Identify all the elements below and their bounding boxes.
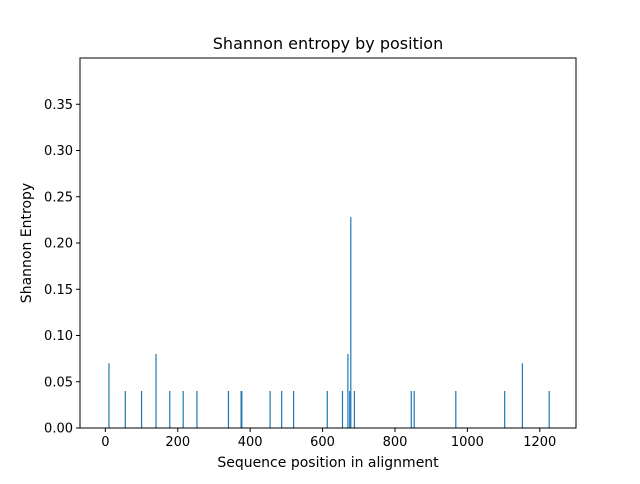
bar	[521, 363, 524, 428]
bar	[155, 354, 157, 428]
bar	[293, 391, 295, 428]
y-tick-label: 0.15	[44, 283, 73, 298]
bar	[269, 391, 271, 428]
y-tick-label: 0.05	[44, 375, 73, 390]
bar	[504, 391, 506, 428]
y-tick-label: 0.30	[44, 144, 73, 159]
x-tick-label: 600	[310, 435, 335, 450]
x-tick-label: 800	[383, 435, 408, 450]
y-axis-ticks: 0.00 0.05 0.10 0.15 0.20 0.25 0.30 0.35	[44, 98, 80, 437]
y-tick-label: 0.20	[44, 237, 73, 252]
bar	[169, 391, 171, 428]
x-tick-label: 1000	[451, 435, 484, 450]
x-tick-label: 200	[165, 435, 190, 450]
bar	[124, 391, 126, 428]
x-tick-label: 1200	[523, 435, 556, 450]
bar	[350, 217, 352, 428]
bar	[182, 391, 184, 428]
bar	[108, 363, 110, 428]
y-tick-label: 0.25	[44, 190, 73, 205]
y-tick-label: 0.00	[44, 422, 73, 437]
bar	[240, 391, 242, 428]
y-tick-label: 0.35	[44, 98, 73, 113]
y-axis-label: Shannon Entropy	[19, 183, 35, 303]
bar	[241, 391, 243, 428]
bar	[353, 391, 356, 428]
bar	[349, 391, 351, 428]
bar	[413, 391, 415, 428]
bar	[455, 391, 457, 428]
bar	[140, 391, 143, 428]
bar	[341, 391, 344, 428]
bar	[281, 391, 283, 428]
bar	[347, 354, 349, 428]
x-tick-label: 400	[238, 435, 263, 450]
bars-group	[108, 217, 550, 428]
bar	[326, 391, 328, 428]
x-tick-label: 0	[101, 435, 109, 450]
x-axis-ticks: 0 200 400 600 800 1000 1200	[101, 428, 556, 450]
x-axis-label: Sequence position in alignment	[217, 455, 439, 471]
bar	[410, 391, 412, 428]
y-tick-label: 0.10	[44, 329, 73, 344]
chart-title: Shannon entropy by position	[213, 34, 443, 53]
bar	[548, 391, 550, 428]
bar	[227, 391, 230, 428]
bar	[196, 391, 198, 428]
